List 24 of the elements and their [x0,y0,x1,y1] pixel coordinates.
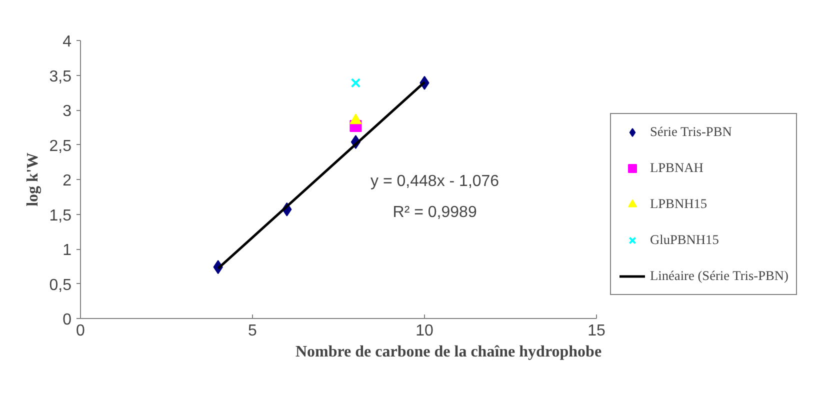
y-tick-label: 3,5 [49,68,72,86]
y-tick-label: 2 [62,172,72,190]
annotation: R² = 0,9989 [392,204,477,222]
annotation: y = 0,448x - 1,076 [370,172,500,190]
x-tick-label: 5 [248,322,258,340]
legend-label: LPBNAH [650,160,704,176]
legend-label: Série Tris-PBN [650,124,732,140]
y-tick-label: 1,5 [49,207,72,224]
x-tick-label: 10 [416,322,434,340]
x-axis-title: Nombre de carbone de la chaîne hydrophobe [295,344,602,360]
point [350,114,362,124]
legend-label: LPBNH15 [650,196,708,212]
y-axis-title: log k'W [24,152,42,206]
y-tick-label: 4 [62,34,72,50]
legend-label: Linéaire (Série Tris-PBN) [650,268,788,284]
y-tick-label: 3 [62,103,72,120]
y-tick-label: 1 [62,242,72,259]
x-tick-label: 15 [588,322,606,340]
x-tick-label: 0 [76,322,86,340]
y-tick-label: 2,5 [49,138,72,155]
y-tick-label: 0 [62,312,72,328]
point [350,78,361,88]
y-tick-label: 0,5 [49,276,72,294]
legend-label: GluPBNH15 [650,232,719,248]
